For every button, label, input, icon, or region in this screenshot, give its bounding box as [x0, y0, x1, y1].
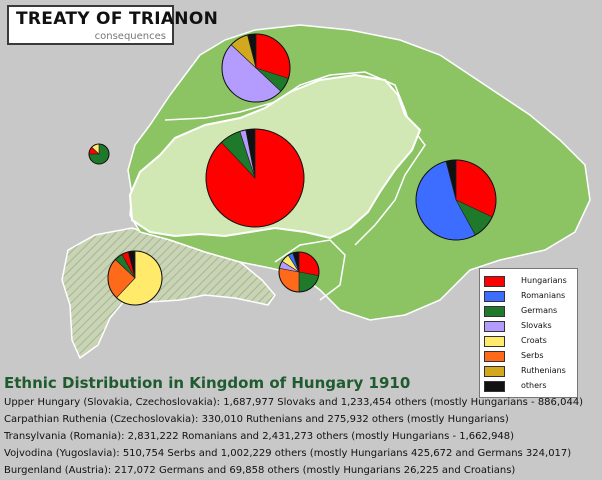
description-transylvania: Transylvania (Romania): 2,831,222 Romani… [4, 431, 515, 442]
legend: Hungarians Romanians Germans Slovaks Cro… [479, 268, 578, 398]
legend-swatch-germans [484, 306, 505, 317]
pie-outline-upper-hungary [221, 33, 291, 103]
legend-swatch-romanians [484, 291, 505, 302]
legend-swatch-croats [484, 336, 505, 347]
description-carpathian-ruthenia: Carpathian Ruthenia (Czechoslovakia): 33… [4, 414, 509, 425]
pie-outline-croatia [107, 250, 163, 306]
legend-label-romanians: Romanians [521, 291, 566, 300]
pie-slice-vojvodina-serbs [278, 267, 300, 293]
upper-hungary-border [164, 71, 411, 126]
map-subtitle: consequences [94, 31, 166, 42]
pie-core-hungary [205, 128, 305, 228]
legend-item-others: others [484, 380, 576, 394]
legend-label-croats: Croats [521, 336, 547, 345]
pie-upper-hungary [221, 33, 291, 103]
legend-item-ruthenians: Ruthenians [484, 365, 576, 379]
legend-label-ruthenians: Ruthenians [521, 366, 566, 375]
distribution-heading: Ethnic Distribution in Kingdom of Hungar… [4, 374, 411, 392]
description-upper-hungary: Upper Hungary (Slovakia, Czechoslovakia)… [4, 397, 584, 408]
legend-swatch-hungarians [484, 276, 505, 287]
legend-label-slovaks: Slovaks [521, 321, 552, 330]
legend-swatch-ruthenians [484, 366, 505, 377]
pie-burgenland [88, 143, 110, 165]
description-vojvodina: Vojvodina (Yugoslavia): 510,754 Serbs an… [4, 448, 572, 459]
pie-vojvodina [278, 251, 320, 293]
description-burgenland: Burgenland (Austria): 217,072 Germans an… [4, 465, 516, 476]
legend-label-hungarians: Hungarians [521, 276, 567, 285]
title-box: TREATY OF TRIANON consequences [7, 5, 218, 45]
legend-label-serbs: Serbs [521, 351, 544, 360]
legend-item-hungarians: Hungarians [484, 275, 576, 289]
legend-swatch-serbs [484, 351, 505, 362]
legend-swatch-others [484, 381, 505, 392]
legend-item-romanians: Romanians [484, 290, 576, 304]
legend-item-serbs: Serbs [484, 350, 576, 364]
legend-item-slovaks: Slovaks [484, 320, 576, 334]
transylvania-border [354, 124, 426, 246]
legend-item-croats: Croats [484, 335, 576, 349]
map-title: TREATY OF TRIANON [16, 9, 219, 29]
legend-label-others: others [521, 381, 547, 390]
pie-outline-burgenland [88, 143, 110, 165]
pie-transylvania [415, 159, 497, 241]
pie-outline-vojvodina [278, 251, 320, 293]
legend-label-germans: Germans [521, 306, 558, 315]
pie-outline-transylvania [415, 159, 497, 241]
pie-croatia [107, 250, 163, 306]
legend-item-germans: Germans [484, 305, 576, 319]
legend-swatch-slovaks [484, 321, 505, 332]
vojvodina-border [274, 239, 346, 301]
pie-outline-core-hungary [205, 128, 305, 228]
